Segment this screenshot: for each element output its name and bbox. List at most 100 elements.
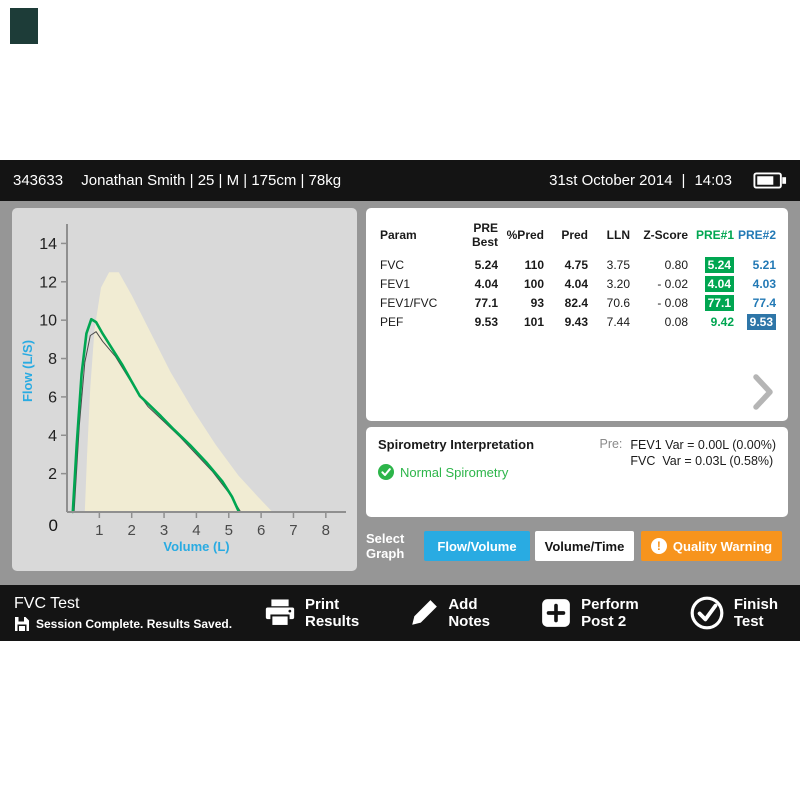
table-header-row: Param PRE Best %Pred Pred LLN Z-Score PR… (378, 221, 778, 249)
svg-text:Flow (L/S): Flow (L/S) (20, 340, 35, 402)
fvc-variance: FVC Var = 0.03L (0.58%) (630, 454, 774, 468)
cell-pre2: 9.53 (736, 313, 778, 330)
cell-pre1: 5.24 (690, 256, 736, 273)
cell-pct-pred: 93 (530, 295, 544, 310)
patient-header-bar: 343633 Jonathan Smith | 25 | M | 175cm |… (0, 160, 800, 201)
svg-text:10: 10 (39, 313, 57, 330)
perform-post2-label: Perform Post 2 (581, 596, 639, 630)
test-title: FVC Test (14, 594, 80, 612)
cell-z-score: - 0.02 (657, 276, 688, 291)
plus-square-icon (542, 599, 571, 627)
main-area: 2 4 6 8 10 12 14 1 2 3 4 5 6 7 8 0 Flow (L/S) Volume (L) … (0, 201, 800, 585)
cell-lln: 70.6 (606, 295, 630, 310)
cell-pred: 4.75 (564, 257, 588, 272)
svg-text:2: 2 (128, 522, 136, 539)
interpretation-result-text: Normal Spirometry (400, 464, 509, 480)
pre1-highlight: 5.24 (704, 256, 734, 273)
cell-pct-pred: 110 (524, 257, 544, 272)
print-results-label: Print Results (305, 596, 360, 630)
svg-text:6: 6 (257, 522, 265, 539)
cell-pre2: 77.4 (752, 295, 776, 310)
cell-pre1: 9.42 (710, 314, 734, 329)
next-results-chevron[interactable] (752, 373, 774, 411)
cell-param: FEV1/FVC (380, 295, 438, 310)
variance-block: Pre: FEV1 Var = 0.00L (0.00%) FVC Var = … (599, 437, 776, 469)
interpretation-result: Normal Spirometry (378, 464, 776, 480)
cell-pct-pred: 100 (523, 276, 544, 291)
col-param: Param (380, 228, 417, 242)
svg-text:Volume (L): Volume (L) (163, 539, 229, 554)
cell-lln: 3.20 (606, 276, 630, 291)
pre-label: Pre: (599, 437, 623, 451)
cell-pred: 82.4 (564, 295, 588, 310)
interpretation-panel: Spirometry Interpretation Pre: FEV1 Var … (366, 427, 788, 517)
perform-post2-button[interactable]: Perform Post 2 (540, 596, 639, 630)
finish-test-button[interactable]: Finish Test (689, 595, 778, 631)
session-status: Session Complete. Results Saved. (36, 616, 233, 631)
cell-pre1: 4.04 (690, 275, 736, 292)
fev1-variance: FEV1 Var = 0.00L (0.00%) (630, 438, 776, 452)
add-notes-label: Add Notes (448, 596, 491, 630)
exclamation-circle-icon: ! (650, 538, 667, 554)
svg-text:3: 3 (160, 522, 168, 539)
svg-text:7: 7 (289, 522, 297, 539)
add-notes-button[interactable]: Add Notes (409, 596, 490, 630)
cell-z-score: 0.80 (664, 257, 688, 272)
col-z-score: Z-Score (643, 228, 688, 242)
cell-param: FVC (380, 257, 404, 272)
col-pre-best: PRE Best (471, 221, 498, 249)
save-icon (15, 616, 29, 631)
check-circle-icon (690, 596, 724, 630)
pencil-icon (412, 600, 438, 625)
print-results-button[interactable]: Print Results (264, 596, 359, 630)
cell-pre-best: 9.53 (474, 314, 498, 329)
cell-z-score: 0.08 (664, 314, 688, 329)
table-row-fvc: FVC 5.24 110 4.75 3.75 0.80 5.24 5.21 (378, 255, 778, 274)
svg-text:4: 4 (48, 428, 57, 445)
pre1-highlight: 77.1 (704, 294, 734, 311)
svg-text:14: 14 (39, 236, 57, 253)
chevron-right-icon (753, 374, 773, 410)
col-pred: Pred (561, 228, 588, 242)
exclamation-mark: ! (656, 539, 661, 553)
table-row-pef: PEF 9.53 101 9.43 7.44 0.08 9.42 9.53 (378, 312, 778, 331)
svg-text:4: 4 (192, 522, 200, 539)
finish-test-label: Finish Test (733, 596, 778, 630)
svg-text:12: 12 (39, 274, 57, 291)
patient-details: Jonathan Smith | 25 | M | 175cm | 78kg (81, 172, 342, 189)
cell-pred: 4.04 (564, 276, 588, 291)
svg-text:8: 8 (322, 522, 330, 539)
patient-id: 343633 (13, 172, 64, 189)
graph-selector-row: Select Graph Flow/Volume Volume/Time ! Q… (366, 531, 790, 561)
cell-param: FEV1 (380, 276, 411, 291)
col-pre2: PRE#2 (737, 228, 776, 242)
header-date: 31st October 2014 (549, 172, 673, 189)
cell-pre-best: 77.1 (474, 295, 498, 310)
cell-pct-pred: 101 (523, 314, 544, 329)
quality-warning-button[interactable]: ! Quality Warning (641, 531, 782, 561)
header-time: 14:03 (694, 172, 732, 189)
svg-text:5: 5 (225, 522, 233, 539)
svg-text:8: 8 (48, 351, 57, 368)
flow-volume-button[interactable]: Flow/Volume (424, 531, 530, 561)
printer-icon (265, 599, 295, 627)
session-status-row: Session Complete. Results Saved. (14, 616, 264, 632)
cell-pre1: 77.1 (690, 294, 736, 311)
test-status-block: FVC Test Session Complete. Results Saved… (14, 595, 264, 632)
pre1-highlight: 4.04 (704, 275, 734, 292)
svg-text:1: 1 (95, 522, 103, 539)
patient-summary: 343633 Jonathan Smith | 25 | M | 175cm |… (13, 172, 341, 189)
datetime-block: 31st October 2014 | 14:03 (549, 172, 787, 189)
volume-time-button[interactable]: Volume/Time (535, 531, 634, 561)
cell-lln: 3.75 (606, 257, 630, 272)
brand-mark (10, 8, 38, 44)
table-row-fev1-fvc: FEV1/FVC 77.1 93 82.4 70.6 - 0.08 77.1 7… (378, 293, 778, 312)
cell-z-score: - 0.08 (657, 295, 688, 310)
cell-lln: 7.44 (606, 314, 630, 329)
cell-pre2: 4.03 (752, 276, 776, 291)
check-circle-green-icon (378, 464, 394, 480)
col-pre1: PRE#1 (695, 228, 734, 242)
col-lln: LLN (606, 228, 630, 242)
cell-pre-best: 4.04 (474, 276, 498, 291)
svg-text:0: 0 (49, 516, 58, 535)
